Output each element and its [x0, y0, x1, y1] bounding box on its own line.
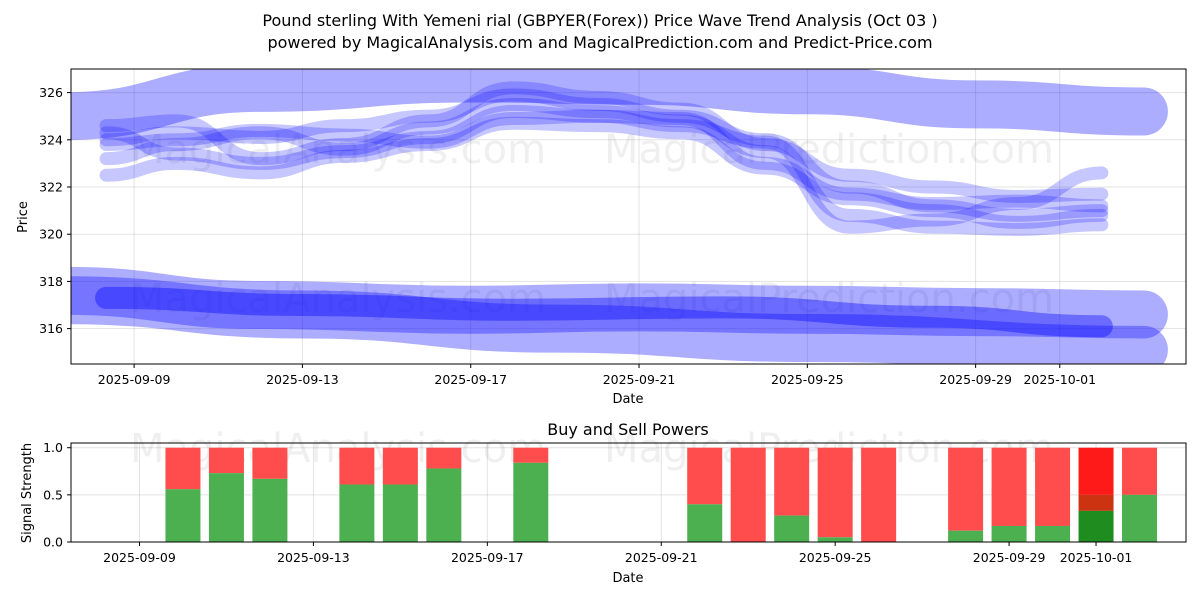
signal-y-ticks: 0.0 0.5 1.0	[43, 440, 71, 550]
signal-plot: Buy and Sell Powers MagicalAnalysis.com …	[20, 420, 1187, 586]
signal-x-tick-label-1: 2025-09-13	[277, 550, 350, 565]
price-wave-1	[99, 88, 1109, 222]
price-x-ticks: 2025-09-09 2025-09-13 2025-09-17 2025-09-21…	[98, 364, 1096, 387]
signal-bar-buy-2025-09-16	[426, 468, 462, 542]
signal-bar-mid-2025-10-01	[1078, 494, 1114, 511]
signal-bar-sell-2025-09-11	[208, 447, 244, 474]
signal-bar-sell-2025-10-01	[1078, 447, 1114, 495]
signal-y-tick-label-0: 0.0	[43, 535, 63, 550]
signal-x-ticks: 2025-09-09 2025-09-13 2025-09-17 2025-09-21…	[103, 542, 1132, 565]
price-y-tick-label-3: 322	[39, 180, 63, 195]
signal-bar-sell-2025-09-10	[165, 447, 201, 490]
watermark-prediction-mid: MagicalPrediction.com	[604, 276, 1054, 322]
signal-x-label: Date	[612, 571, 643, 586]
watermark-analysis-mid: MagicalAnalysis.com	[130, 276, 546, 322]
signal-x-tick-label-2: 2025-09-17	[451, 550, 524, 565]
signal-y-label: Signal Strength	[20, 443, 35, 543]
signal-bar-buy-2025-09-15	[382, 484, 418, 542]
chart-subtitle: powered by MagicalAnalysis.com and Magic…	[267, 33, 932, 52]
signal-x-tick-label-5: 2025-09-29	[973, 550, 1046, 565]
signal-x-tick-label-6: 2025-10-01	[1060, 550, 1133, 565]
price-wave-5	[99, 109, 1109, 236]
price-y-label: Price	[16, 201, 31, 233]
signal-bar-buy-2025-09-12	[252, 478, 288, 542]
chart-title: Pound sterling With Yemeni rial (GBPYER(…	[262, 11, 937, 30]
signal-bar-sell-2025-09-26	[861, 447, 897, 542]
signal-bar-sell-2025-09-29	[991, 447, 1027, 526]
watermark-prediction-top: MagicalPrediction.com	[604, 127, 1054, 173]
price-wave-3	[99, 116, 1109, 229]
signal-y-tick-label-2: 1.0	[43, 440, 63, 455]
signal-bar-sell-2025-09-12	[252, 447, 288, 479]
signal-x-tick-label-3: 2025-09-21	[625, 550, 698, 565]
signal-bar-buy-2025-10-01	[1078, 510, 1114, 542]
signal-bar-buy-2025-09-30	[1035, 525, 1071, 542]
price-x-tick-label-5: 2025-09-29	[939, 372, 1012, 387]
price-x-tick-label-1: 2025-09-13	[266, 372, 339, 387]
signal-x-tick-label-4: 2025-09-25	[799, 550, 872, 565]
signal-bar-sell-2025-09-30	[1035, 447, 1071, 526]
signal-bar-sell-2025-10-02	[1122, 447, 1158, 495]
signal-title: Buy and Sell Powers	[547, 420, 709, 439]
signal-bar-sell-2025-09-15	[382, 447, 418, 485]
signal-bars	[165, 447, 1158, 542]
signal-plot-frame	[70, 442, 1187, 543]
price-wave-6	[99, 104, 1109, 213]
price-y-tick-label-2: 320	[39, 227, 63, 242]
signal-bar-sell-2025-09-23	[730, 447, 766, 542]
signal-bar-sell-2025-09-28	[948, 447, 984, 531]
signal-bar-sell-2025-09-16	[426, 447, 462, 469]
signal-bar-buy-2025-09-11	[208, 473, 244, 542]
signal-bar-buy-2025-09-22	[687, 504, 723, 542]
price-x-tick-label-3: 2025-09-21	[603, 372, 676, 387]
signal-bar-buy-2025-09-10	[165, 489, 201, 542]
price-y-tick-label-4: 324	[39, 132, 63, 147]
price-wave-2	[99, 97, 1109, 234]
price-y-ticks: 316 318 320 322 324 326	[39, 85, 71, 336]
price-wave-band-lower	[71, 266, 1168, 339]
signal-bar-buy-2025-10-02	[1122, 494, 1158, 542]
price-grid	[71, 69, 1186, 364]
price-y-tick-label-0: 316	[39, 321, 63, 336]
price-wave-4	[99, 81, 1109, 203]
signal-bar-sell-2025-09-25	[817, 447, 853, 538]
price-x-tick-label-2: 2025-09-17	[434, 372, 507, 387]
price-y-tick-label-1: 318	[39, 274, 63, 289]
signal-bar-buy-2025-09-18	[513, 462, 549, 542]
price-x-tick-label-4: 2025-09-25	[771, 372, 844, 387]
signal-bar-buy-2025-09-29	[991, 525, 1027, 542]
signal-x-tick-label-0: 2025-09-09	[103, 550, 176, 565]
signal-bar-sell-2025-09-18	[513, 447, 549, 463]
price-x-tick-label-0: 2025-09-09	[98, 372, 171, 387]
signal-bar-sell-2025-09-24	[774, 447, 810, 516]
watermark-analysis-top: MagicalAnalysis.com	[130, 127, 546, 173]
price-wave-band-bottom	[71, 276, 1168, 364]
signal-bar-buy-2025-09-14	[339, 484, 375, 542]
price-x-tick-label-6: 2025-10-01	[1023, 372, 1096, 387]
price-series	[71, 69, 1168, 364]
price-plot-frame	[70, 68, 1187, 365]
signal-bar-sell-2025-09-22	[687, 447, 723, 505]
signal-bar-buy-2025-09-25	[817, 537, 853, 542]
price-x-label: Date	[612, 392, 643, 407]
price-wave-lower-core	[95, 286, 1113, 338]
price-wave-band-upper	[71, 69, 1168, 141]
price-plot: MagicalAnalysis.com MagicalPrediction.co…	[16, 68, 1187, 407]
signal-bar-sell-2025-09-14	[339, 447, 375, 485]
signal-bar-buy-2025-09-28	[948, 530, 984, 542]
price-y-tick-label-5: 326	[39, 85, 63, 100]
signal-bar-buy-2025-09-24	[774, 515, 810, 542]
signal-y-tick-label-1: 0.5	[43, 487, 63, 502]
